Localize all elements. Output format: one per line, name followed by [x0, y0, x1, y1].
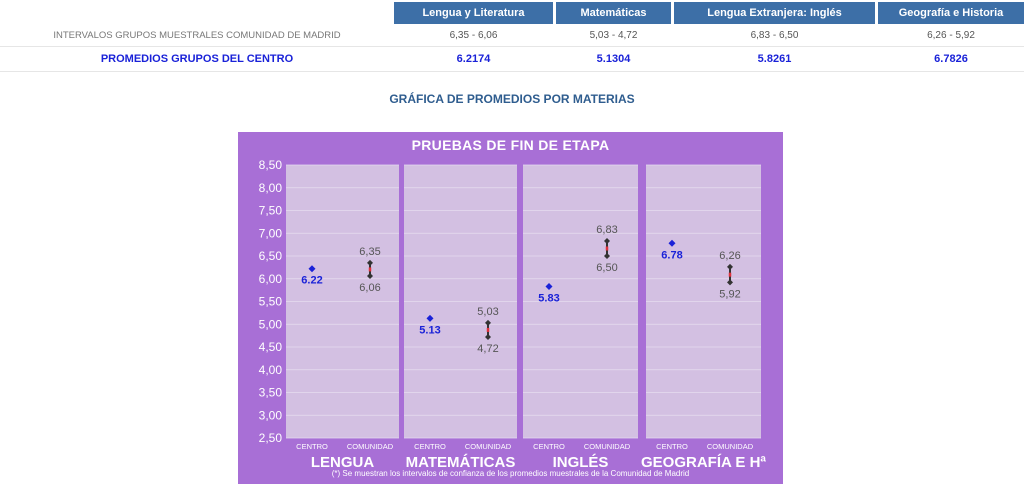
table-cell: 6.2174: [456, 53, 491, 65]
x-category-label: LENGUA: [311, 454, 375, 471]
x-sub-label: COMUNIDAD: [347, 442, 394, 451]
centro-point: [545, 282, 553, 290]
comunidad-high-point: [727, 263, 733, 270]
comunidad-low-label: 6,50: [596, 262, 617, 274]
y-tick-label: 4,50: [259, 340, 283, 354]
y-tick-label: 4,00: [259, 363, 283, 377]
chart-footnote: (*) Se muestran los intervalos de confia…: [331, 469, 690, 478]
table-cell: 6.7826: [934, 53, 968, 65]
table-cell: 5.1304: [596, 53, 631, 65]
x-sub-label: CENTRO: [656, 442, 688, 451]
comunidad-low-label: 5,92: [719, 288, 740, 300]
x-sub-label: CENTRO: [296, 442, 328, 451]
comunidad-low-point: [604, 253, 610, 259]
x-sub-label: CENTRO: [414, 442, 446, 451]
comunidad-low-label: 6,06: [359, 282, 380, 294]
comunidad-low-point: [727, 279, 733, 286]
comunidad-high-point: [485, 319, 491, 326]
y-tick-label: 8,50: [259, 158, 283, 172]
table-cell: 6,26 - 5,92: [927, 29, 975, 41]
comunidad-high-label: 6,83: [596, 224, 617, 236]
x-category-label: GEOGRAFÍA E Hª: [641, 454, 766, 471]
header-geografia: Geografía e Historia: [878, 2, 1024, 24]
comunidad-high-label: 6,35: [359, 246, 380, 258]
comunidad-high-point: [367, 259, 373, 266]
centro-point: [426, 314, 434, 322]
table-cell: 5.8261: [757, 53, 792, 65]
table-cell: 5,03 - 4,72: [589, 29, 638, 41]
y-tick-label: 5,50: [259, 295, 283, 309]
comunidad-low-point: [367, 273, 373, 280]
table-cell: 6,83 - 6,50: [750, 29, 799, 41]
y-tick-label: 6,00: [259, 272, 283, 286]
centro-value-label: 5.83: [538, 292, 559, 304]
chart-container: PRUEBAS DE FIN DE ETAPA 8,50 8,00 7,50 7,00…: [238, 132, 783, 484]
comunidad-high-point: [604, 237, 610, 244]
section-title: GRÁFICA DE PROMEDIOS POR MATERIAS: [389, 92, 635, 106]
y-tick-label: 8,00: [259, 181, 283, 195]
x-sub-label: CENTRO: [533, 442, 565, 451]
x-sub-label: COMUNIDAD: [707, 442, 754, 451]
header-ingles: Lengua Extranjera: Inglés: [674, 2, 875, 24]
comunidad-high-label: 6,26: [719, 250, 740, 262]
chart-svg: 8,50 8,00 7,50 7,00 6,50 6,00 5,50 5,00 4,50 4,00…: [259, 158, 767, 471]
centro-value-label: 6.22: [301, 275, 322, 287]
comunidad-high-label: 5,03: [477, 306, 498, 318]
y-tick-label: 5,00: [259, 317, 283, 331]
centro-point: [668, 239, 676, 247]
y-tick-label: 3,50: [259, 386, 283, 400]
table-cell: 6,35 - 6,06: [449, 29, 498, 41]
header-matematicas: Matemáticas: [556, 2, 671, 24]
y-tick-label: 7,50: [259, 204, 283, 218]
table-row: INTERVALOS GRUPOS MUESTRALES COMUNIDAD D…: [0, 24, 1024, 47]
table-row: PROMEDIOS GRUPOS DEL CENTRO 6.2174 5.130…: [0, 47, 1024, 72]
y-tick-label: 2,50: [259, 431, 283, 445]
x-category-label: MATEMÁTICAS: [406, 454, 516, 471]
y-tick-label: 7,00: [259, 226, 283, 240]
centro-value-label: 6.78: [661, 249, 682, 261]
centro-point: [308, 265, 316, 273]
header-lengua: Lengua y Literatura: [394, 2, 553, 24]
x-sub-label: COMUNIDAD: [465, 442, 512, 451]
row-label: PROMEDIOS GRUPOS DEL CENTRO: [100, 53, 294, 65]
x-sub-label: COMUNIDAD: [584, 442, 631, 451]
comunidad-low-point: [485, 333, 491, 340]
x-category-label: INGLÉS: [553, 454, 609, 471]
row-label: INTERVALOS GRUPOS MUESTRALES COMUNIDAD D…: [53, 29, 341, 41]
y-tick-label: 6,50: [259, 249, 283, 263]
chart-title: PRUEBAS DE FIN DE ETAPA: [411, 137, 610, 153]
comunidad-low-label: 4,72: [477, 343, 498, 355]
centro-value-label: 5.13: [419, 324, 440, 336]
table-header: Lengua y Literatura Matemáticas Lengua E…: [0, 2, 1024, 24]
y-tick-label: 3,00: [259, 408, 283, 422]
